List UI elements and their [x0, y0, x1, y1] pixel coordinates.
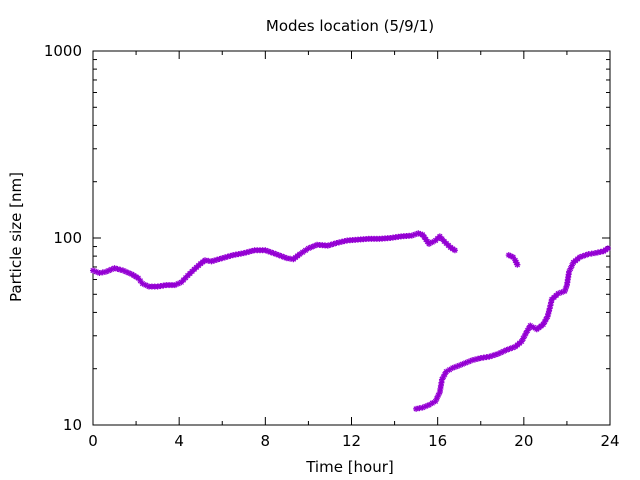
y-tick-label: 1000 — [44, 42, 82, 60]
x-tick-label: 16 — [428, 432, 447, 450]
data-point — [566, 268, 573, 275]
axes: 0 4 8 12 16 20 24 10 100 1000 — [44, 42, 620, 450]
x-tick-label: 4 — [174, 432, 184, 450]
data-point — [514, 261, 521, 268]
x-tick-label: 8 — [261, 432, 271, 450]
x-tick-label: 0 — [88, 432, 98, 450]
data-point — [240, 250, 247, 257]
data-point — [510, 254, 517, 261]
x-tick-label: 12 — [342, 432, 361, 450]
data-point — [451, 247, 458, 254]
data-point — [509, 344, 516, 351]
x-tick-label: 20 — [514, 432, 533, 450]
y-tick-label: 10 — [63, 416, 82, 434]
data-point — [262, 247, 269, 254]
data-point — [330, 240, 337, 247]
chart-title: Modes location (5/9/1) — [266, 17, 434, 35]
data-point — [438, 235, 445, 242]
data-point — [604, 245, 611, 252]
x-axis-label: Time [hour] — [305, 458, 394, 476]
x-tick-label: 24 — [600, 432, 619, 450]
data-point — [512, 257, 519, 264]
data-points — [90, 230, 611, 412]
y-tick-label: 100 — [53, 229, 82, 247]
y-axis-label: Particle size [nm] — [7, 172, 25, 302]
